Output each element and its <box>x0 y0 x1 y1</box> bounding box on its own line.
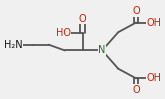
Text: O: O <box>132 85 140 95</box>
Text: HO: HO <box>56 28 71 38</box>
Text: H₂N: H₂N <box>4 40 22 50</box>
Text: N: N <box>98 45 106 55</box>
Text: O: O <box>79 14 86 24</box>
Text: OH: OH <box>146 18 161 28</box>
Text: O: O <box>132 6 140 16</box>
Text: OH: OH <box>146 73 161 83</box>
